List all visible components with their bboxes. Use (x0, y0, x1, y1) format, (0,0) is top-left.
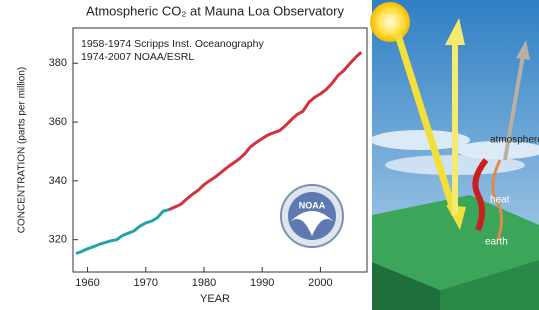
x-tick-label: 2000 (308, 277, 332, 289)
y-tick-label: 320 (49, 234, 67, 246)
diagram-label: heat (490, 195, 510, 206)
y-axis-label: CONCENTRATION (parts per million) (17, 67, 28, 234)
sun (370, 2, 410, 42)
y-tick-label: 380 (49, 57, 67, 69)
page: {"chart_data": {"type": "line", "title":… (0, 0, 539, 310)
y-tick-label: 340 (49, 175, 67, 187)
x-tick-label: 1960 (75, 277, 99, 289)
diagram-label: atmosphere (490, 135, 539, 146)
x-tick-label: 1980 (192, 277, 216, 289)
x-tick-label: 1970 (134, 277, 158, 289)
chart-title: Atmospheric CO₂ at Mauna Loa Observatory (86, 3, 344, 18)
x-tick-label: 1990 (250, 277, 274, 289)
legend-entry: 1958-1974 Scripps Inst. Oceanography (81, 38, 264, 50)
logo-text: NOAA (299, 200, 326, 210)
greenhouse-diagram: atmosphere heat earth (370, 0, 539, 310)
diagram-label: earth (485, 237, 508, 248)
y-tick-label: 360 (49, 116, 67, 128)
legend-entry: 1974-2007 NOAA/ESRL (81, 51, 194, 63)
noaa-logo: NOAA (281, 185, 343, 247)
x-axis-label: YEAR (200, 293, 230, 305)
figure: Atmospheric CO₂ at Mauna Loa Observatory… (0, 0, 539, 310)
